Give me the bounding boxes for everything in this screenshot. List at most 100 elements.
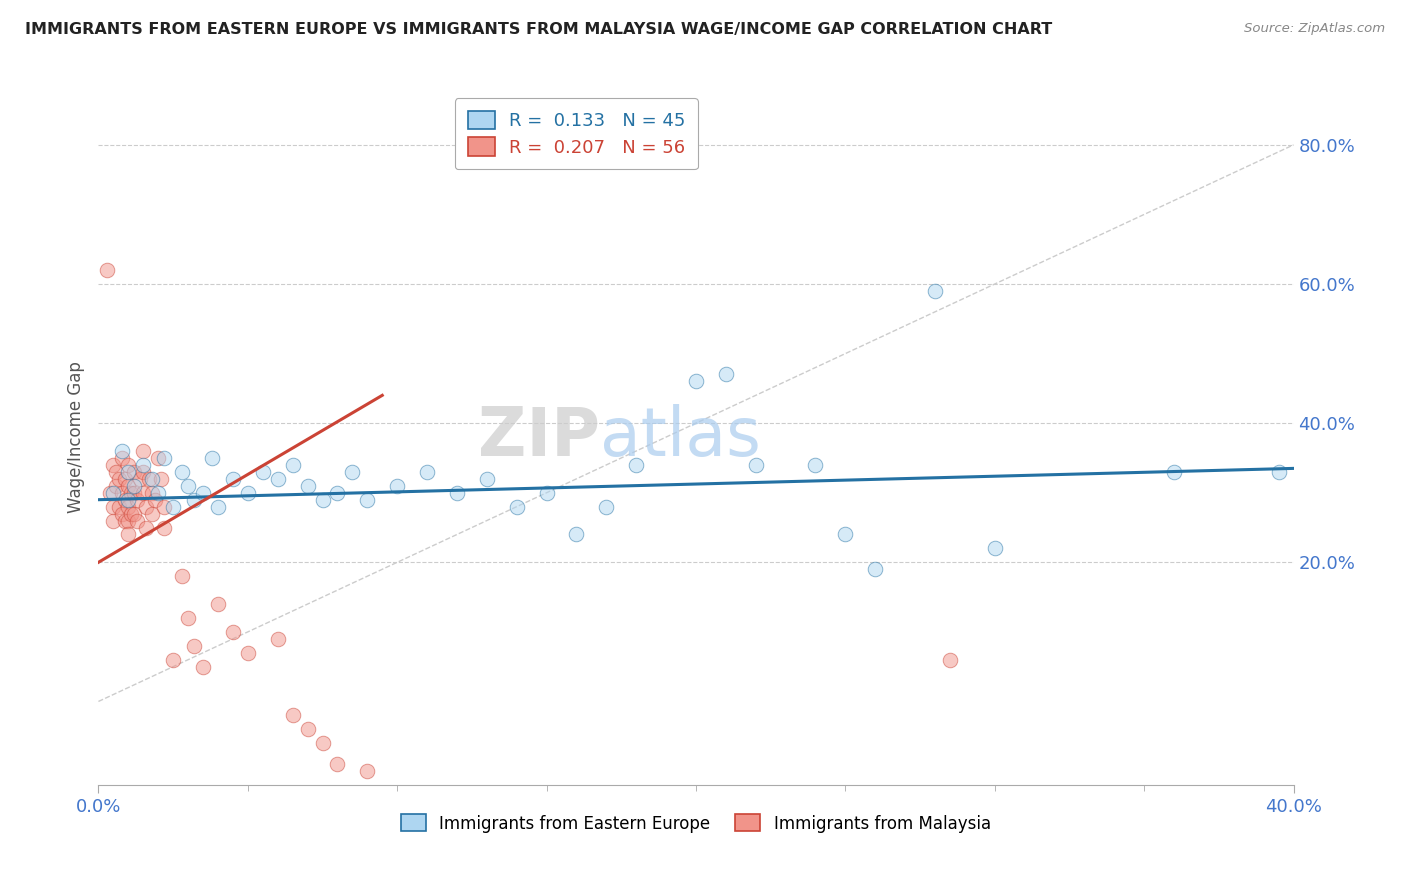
Point <box>153 500 176 514</box>
Point <box>1163 465 1185 479</box>
Point <box>222 472 245 486</box>
Point <box>103 485 125 500</box>
Point <box>98 485 122 500</box>
Point <box>297 723 319 737</box>
Point <box>117 492 139 507</box>
Point <box>124 465 146 479</box>
Point <box>626 458 648 472</box>
Point <box>281 458 304 472</box>
Point <box>153 520 176 534</box>
Point <box>984 541 1007 556</box>
Point <box>222 624 245 639</box>
Point <box>565 527 588 541</box>
Point <box>685 375 707 389</box>
Point <box>141 507 163 521</box>
Point <box>105 479 128 493</box>
Point <box>536 485 558 500</box>
Point <box>236 485 259 500</box>
Point <box>127 514 149 528</box>
Point <box>114 492 136 507</box>
Point <box>153 450 176 465</box>
Point <box>446 485 468 500</box>
Point <box>236 646 259 660</box>
Point <box>326 485 349 500</box>
Point <box>120 507 142 521</box>
Point <box>141 472 163 486</box>
Point <box>129 472 152 486</box>
Point <box>111 450 134 465</box>
Point <box>124 485 146 500</box>
Point <box>117 458 139 472</box>
Point <box>150 472 173 486</box>
Point <box>108 472 131 486</box>
Point <box>183 492 205 507</box>
Point <box>111 444 134 458</box>
Point <box>111 485 134 500</box>
Point <box>191 485 214 500</box>
Point <box>356 764 378 778</box>
Point <box>865 562 887 576</box>
Point <box>804 458 827 472</box>
Point <box>120 485 142 500</box>
Point <box>162 500 184 514</box>
Point <box>714 368 737 382</box>
Point <box>117 479 139 493</box>
Point <box>326 757 349 772</box>
Point <box>834 527 856 541</box>
Point <box>162 653 184 667</box>
Point <box>311 736 333 750</box>
Point <box>114 514 136 528</box>
Point <box>191 659 214 673</box>
Point <box>207 597 229 611</box>
Point <box>132 485 155 500</box>
Point <box>105 465 128 479</box>
Legend: Immigrants from Eastern Europe, Immigrants from Malaysia: Immigrants from Eastern Europe, Immigran… <box>394 808 998 839</box>
Point <box>103 458 125 472</box>
Point <box>342 465 364 479</box>
Point <box>114 472 136 486</box>
Point <box>745 458 768 472</box>
Point <box>252 465 274 479</box>
Point <box>143 492 166 507</box>
Point <box>148 485 170 500</box>
Point <box>939 653 962 667</box>
Point <box>117 527 139 541</box>
Point <box>311 492 333 507</box>
Point <box>132 444 155 458</box>
Point <box>117 465 139 479</box>
Point <box>172 569 194 583</box>
Point <box>356 492 378 507</box>
Point <box>385 479 409 493</box>
Point <box>111 507 134 521</box>
Point <box>177 479 200 493</box>
Point <box>207 500 229 514</box>
Point <box>148 450 170 465</box>
Point <box>506 500 529 514</box>
Point <box>924 284 946 298</box>
Point <box>127 492 149 507</box>
Point <box>416 465 439 479</box>
Y-axis label: Wage/Income Gap: Wage/Income Gap <box>66 361 84 513</box>
Point <box>177 611 200 625</box>
Point <box>475 472 498 486</box>
Point <box>267 632 290 646</box>
Point <box>103 514 125 528</box>
Point <box>135 520 157 534</box>
Text: Source: ZipAtlas.com: Source: ZipAtlas.com <box>1244 22 1385 36</box>
Point <box>172 465 194 479</box>
Point <box>132 458 155 472</box>
Text: ZIP: ZIP <box>478 404 600 470</box>
Point <box>595 500 617 514</box>
Text: atlas: atlas <box>600 404 761 470</box>
Point <box>281 708 304 723</box>
Point <box>1267 465 1289 479</box>
Text: IMMIGRANTS FROM EASTERN EUROPE VS IMMIGRANTS FROM MALAYSIA WAGE/INCOME GAP CORRE: IMMIGRANTS FROM EASTERN EUROPE VS IMMIGR… <box>25 22 1053 37</box>
Point <box>103 500 125 514</box>
Point <box>124 507 146 521</box>
Point <box>297 479 319 493</box>
Point <box>124 479 146 493</box>
Point <box>183 639 205 653</box>
Point <box>117 514 139 528</box>
Point <box>135 500 157 514</box>
Point <box>201 450 224 465</box>
